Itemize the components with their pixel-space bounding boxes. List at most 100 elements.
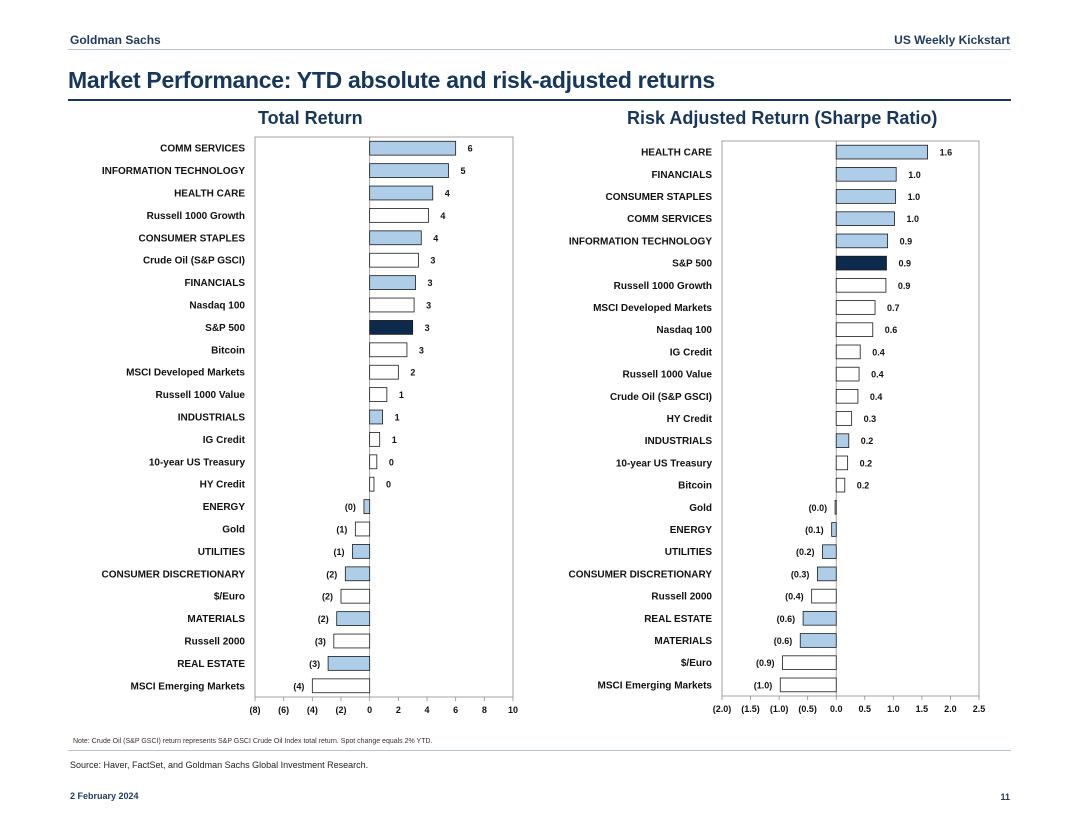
sharpe-category-label: $/Euro [681, 658, 712, 669]
total-return-category-label: Russell 1000 Growth [147, 211, 245, 222]
total-return-data-label: (2) [322, 592, 333, 602]
sharpe-bar-utilities [822, 544, 837, 559]
total-return-category-label: CONSUMER STAPLES [139, 233, 246, 244]
sharpe-bar-consumer-discretionary [816, 566, 837, 582]
total-return-tick-label: (4) [307, 705, 318, 715]
sharpe-bar-crude-oil-s-p-gsci [835, 389, 859, 404]
total-return-category-label: Russell 1000 Value [155, 390, 245, 401]
sharpe-category-label: CONSUMER DISCRETIONARY [568, 569, 712, 580]
total-return-data-label: 0 [386, 480, 391, 490]
sharpe-tick-label: 0.0 [830, 704, 843, 714]
total-return-data-label: 2 [410, 368, 415, 378]
total-return-bar-russell-1000-value [369, 387, 388, 402]
total-return-bar-hy-credit [369, 476, 375, 492]
title-divider [68, 99, 1011, 101]
total-return-category-label: Russell 2000 [184, 637, 245, 648]
sharpe-tick-label: (0.5) [798, 704, 817, 714]
total-return-bar-msci-developed-markets [369, 364, 399, 380]
total-return-chart-title: Total Return [258, 108, 363, 128]
total-return-data-label: 1 [399, 390, 404, 400]
total-return-bar-russell-1000-growth [369, 208, 429, 223]
total-return-data-label: 0 [389, 457, 394, 467]
total-return-tick-label: 4 [424, 705, 429, 715]
total-return-bar-energy [363, 499, 371, 514]
total-return-data-label: (3) [315, 637, 326, 647]
total-return-data-label: 3 [426, 301, 431, 311]
sharpe-tick-label: 2.0 [944, 704, 957, 714]
sharpe-data-label: (1.0) [754, 680, 773, 690]
sharpe-data-label: 0.9 [900, 236, 913, 246]
total-return-tick-label: 6 [453, 705, 458, 715]
total-return-bar-materials [336, 611, 371, 626]
total-return-data-label: 1 [395, 413, 400, 423]
sharpe-category-label: UTILITIES [665, 547, 713, 558]
sharpe-bar-financials [835, 167, 897, 182]
sharpe-bar-health-care [835, 144, 929, 160]
total-return-category-label: REAL ESTATE [177, 659, 245, 670]
sharpe-bar-comm-services [835, 211, 895, 226]
sharpe-category-label: INFORMATION TECHNOLOGY [569, 236, 712, 247]
source-line: Source: Haver, FactSet, and Goldman Sach… [70, 760, 369, 770]
page-number: 11 [1000, 792, 1010, 802]
sharpe-bar-nasdaq-100 [835, 322, 874, 337]
sharpe-data-label: 0.4 [872, 347, 885, 357]
total-return-bar-industrials [369, 409, 383, 425]
sharpe-bar-ig-credit [835, 344, 861, 360]
sharpe-category-label: CONSUMER STAPLES [606, 192, 713, 203]
total-return-tick-label: 10 [508, 705, 518, 715]
total-return-tick-label: 2 [396, 705, 401, 715]
sharpe-bar-hy-credit [835, 411, 853, 426]
total-return-tick-label: (2) [336, 705, 347, 715]
sharpe-ratio-chart-title: Risk Adjusted Return (Sharpe Ratio) [627, 108, 938, 128]
sharpe-data-label: 0.2 [861, 436, 874, 446]
sharpe-data-label: (0.9) [756, 658, 775, 668]
total-return-bar-bitcoin [369, 342, 408, 358]
sharpe-data-label: 0.2 [860, 458, 873, 468]
total-return-data-label: 5 [461, 166, 466, 176]
total-return-bar-russell-2000 [333, 633, 371, 649]
sharpe-bar-gold [834, 500, 837, 515]
sharpe-category-label: MATERIALS [654, 636, 712, 647]
header-report-name: US Weekly Kickstart [894, 33, 1010, 47]
sharpe-category-label: COMM SERVICES [627, 214, 712, 225]
total-return-data-label: 6 [468, 144, 473, 154]
total-return-data-label: 1 [392, 435, 397, 445]
sharpe-data-label: 0.9 [898, 259, 911, 269]
sharpe-bar-10-year-us-treasury [835, 455, 849, 471]
sharpe-bar-information-technology [835, 233, 889, 249]
sharpe-bar-real-estate [802, 611, 837, 626]
sharpe-data-label: (0.1) [805, 525, 824, 535]
sharpe-tick-label: 2.5 [973, 704, 986, 714]
total-return-bar-nasdaq-100 [369, 297, 415, 313]
total-return-data-label: 4 [440, 211, 445, 221]
sharpe-bar-msci-emerging-markets [779, 677, 837, 693]
sharpe-data-label: (0.4) [785, 592, 804, 602]
total-return-data-label: (2) [318, 614, 329, 624]
sharpe-bar-consumer-staples [835, 189, 897, 204]
header-brand: Goldman Sachs [70, 33, 161, 47]
page-title: Market Performance: YTD absolute and ris… [68, 67, 715, 93]
sharpe-data-label: 1.0 [906, 214, 919, 224]
sharpe-bar-russell-2000 [811, 588, 837, 604]
total-return-data-label: (0) [345, 502, 356, 512]
sharpe-data-label: 0.2 [857, 481, 870, 491]
total-return-bar-information-technology [369, 163, 449, 178]
total-return-bar-consumer-discretionary [344, 566, 371, 582]
total-return-tick-label: 0 [367, 705, 372, 715]
sharpe-category-label: Crude Oil (S&P GSCI) [610, 392, 712, 403]
total-return-bar-consumer-staples [369, 230, 422, 246]
sharpe-data-label: 1.0 [908, 192, 921, 202]
sharpe-bar-s-p-500 [835, 255, 887, 271]
total-return-category-label: HEALTH CARE [174, 189, 245, 200]
sharpe-data-label: 0.3 [864, 414, 877, 424]
sharpe-data-label: 0.4 [870, 392, 883, 402]
sharpe-data-label: (0.3) [791, 569, 810, 579]
sharpe-data-label: (0.0) [809, 503, 828, 513]
sharpe-category-label: 10-year US Treasury [616, 458, 713, 469]
sharpe-data-label: 0.9 [898, 281, 911, 291]
total-return-bar-10-year-us-treasury [369, 454, 378, 470]
total-return-category-label: COMM SERVICES [160, 144, 245, 155]
total-return-category-label: UTILITIES [198, 547, 246, 558]
sharpe-category-label: INDUSTRIALS [645, 436, 713, 447]
